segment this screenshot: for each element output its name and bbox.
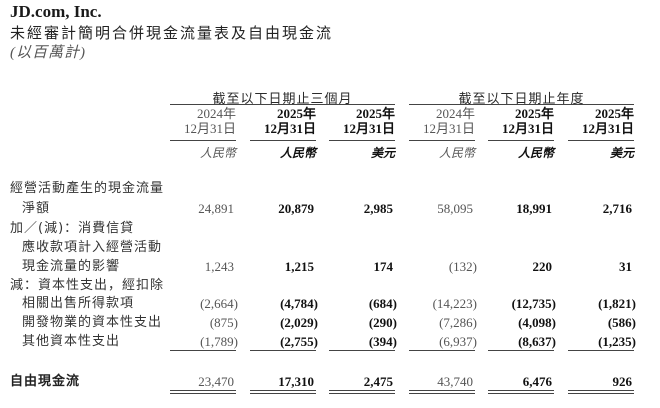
total-value: 43,740	[437, 374, 473, 389]
column-date: 12月31日	[581, 121, 634, 136]
column-date: 12月31日	[501, 121, 554, 136]
group-header-three-months: 截至以下日期止三個月	[212, 92, 353, 107]
row-value: (4,784)	[280, 296, 318, 311]
total-double-underline	[250, 390, 316, 394]
column-year: 2025年	[514, 106, 554, 121]
row-value: (1,235)	[598, 334, 636, 349]
row-value: (2,755)	[280, 334, 318, 349]
row-value: (1,821)	[598, 296, 636, 311]
row-value: 20,879	[278, 201, 314, 216]
row-value: 2,716	[602, 201, 632, 216]
column-divider	[568, 140, 634, 141]
column-date: 12月31日	[263, 121, 316, 136]
row-value: (684)	[368, 296, 397, 311]
unit-note: (以百萬計)	[10, 45, 86, 61]
column-year: 2025年	[355, 106, 395, 121]
row-value: 58,095	[437, 201, 473, 216]
row-value: (4,098)	[518, 315, 556, 330]
total-double-underline	[488, 390, 554, 394]
column-currency: 人民幣	[517, 146, 554, 160]
column-divider	[409, 140, 475, 141]
total-value: 17,310	[278, 374, 314, 389]
row-value: (2,664)	[200, 296, 238, 311]
subtotal-divider	[488, 350, 554, 351]
row-label: 其他資本性支出	[22, 334, 121, 349]
column-date: 12月31日	[422, 121, 475, 136]
row-label: 開發物業的資本性支出	[22, 315, 163, 330]
column-currency: 美元	[609, 146, 634, 160]
row-label: 加／(減)：消費信貸	[10, 221, 135, 236]
column-year: 2024年	[196, 106, 236, 121]
row-label: 現金流量的影響	[22, 259, 121, 274]
total-double-underline	[568, 390, 634, 394]
row-value: 1,243	[204, 259, 234, 274]
total-value: 23,470	[198, 374, 234, 389]
row-value: (12,735)	[511, 296, 556, 311]
row-value: 18,991	[516, 201, 552, 216]
group-divider	[170, 104, 395, 105]
row-value: (1,789)	[200, 334, 238, 349]
row-label: 淨額	[22, 201, 51, 216]
row-value: (394)	[368, 334, 397, 349]
subtotal-divider	[250, 350, 316, 351]
row-value: (7,286)	[439, 315, 477, 330]
statement-title: 未經審計簡明合併現金流量表及自由現金流	[10, 24, 334, 42]
row-value: (14,223)	[432, 296, 477, 311]
group-header-year: 截至以下日期止年度	[458, 92, 585, 107]
row-value: (8,637)	[518, 334, 556, 349]
column-currency: 人民幣	[279, 146, 316, 160]
total-value: 2,475	[363, 374, 393, 389]
column-year: 2025年	[276, 106, 316, 121]
column-divider	[170, 140, 236, 141]
row-value: (875)	[209, 315, 238, 330]
row-value: 31	[619, 259, 632, 274]
row-label: 經營活動產生的現金流量	[10, 181, 165, 196]
subtotal-divider	[409, 350, 475, 351]
row-label: 相關出售所得款項	[22, 296, 135, 311]
column-currency: 人民幣	[199, 146, 236, 160]
row-value: 2,985	[363, 201, 393, 216]
row-value: (290)	[368, 315, 397, 330]
column-year: 2024年	[435, 106, 475, 121]
row-value: 220	[532, 259, 553, 274]
total-double-underline	[170, 390, 236, 394]
column-divider	[250, 140, 316, 141]
column-date: 12月31日	[342, 121, 395, 136]
column-divider	[329, 140, 395, 141]
total-value: 926	[612, 374, 633, 389]
column-year: 2025年	[594, 106, 634, 121]
row-label: 應收款項計入經營活動	[22, 240, 163, 255]
column-date: 12月31日	[183, 121, 236, 136]
subtotal-divider	[329, 350, 395, 351]
subtotal-divider	[568, 350, 634, 351]
group-divider	[409, 104, 634, 105]
company-name: JD.com, Inc.	[10, 2, 102, 21]
row-value: (2,029)	[280, 315, 318, 330]
subtotal-divider	[170, 350, 236, 351]
column-currency: 人民幣	[438, 146, 475, 160]
row-value: (586)	[607, 315, 636, 330]
row-value: 24,891	[198, 201, 234, 216]
row-value: (132)	[448, 259, 477, 274]
column-currency: 美元	[370, 146, 395, 160]
row-value: 174	[373, 259, 394, 274]
row-label: 減：資本性支出，經扣除	[10, 278, 165, 293]
total-value: 6,476	[522, 374, 552, 389]
row-value: 1,215	[284, 259, 314, 274]
total-double-underline	[329, 390, 395, 394]
total-label: 自由現金流	[10, 374, 81, 389]
row-value: (6,937)	[439, 334, 477, 349]
total-double-underline	[409, 390, 475, 394]
column-divider	[488, 140, 554, 141]
